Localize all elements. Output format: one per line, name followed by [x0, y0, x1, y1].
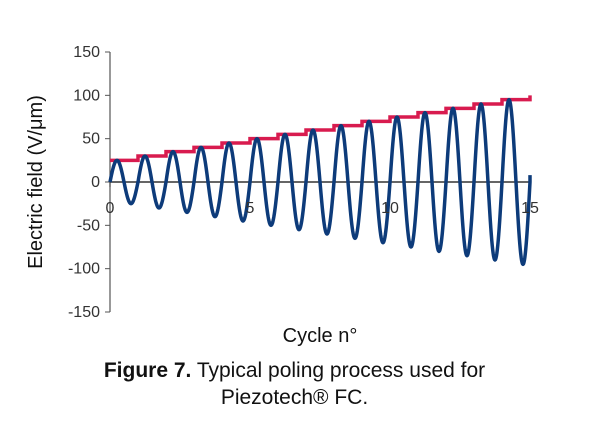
x-axis-title: Cycle n° [283, 325, 358, 347]
y-axis-title: Electric field (V/μm) [25, 95, 47, 269]
caption-label: Figure 7. [103, 359, 192, 382]
y-tick-label: 50 [82, 131, 100, 148]
y-tick-label: 100 [73, 87, 100, 104]
y-tick-label: -50 [77, 217, 100, 234]
x-tick-label: 10 [381, 200, 399, 217]
axes [105, 51, 531, 313]
x-tick-label: 5 [246, 200, 255, 217]
x-tick-label: 15 [521, 200, 539, 217]
series-step-line [110, 95, 532, 163]
x-tick-label: 0 [106, 200, 115, 217]
y-tick-label: -150 [68, 304, 100, 321]
series-oscillation-line [108, 97, 532, 267]
y-tick-label: 150 [73, 44, 100, 61]
caption-text-line2: Piezotech® FC. [220, 386, 369, 409]
series-layer [108, 95, 532, 267]
y-tick-label: 0 [91, 174, 100, 191]
figure-caption: Figure 7. Typical poling process used fo… [0, 357, 589, 411]
caption-text-line1: Typical poling process used for [191, 359, 486, 382]
y-tick-label: -100 [68, 261, 100, 278]
tick-labels: 150 100 50 0 -50 -100 -150 0 5 10 15 [68, 44, 539, 321]
chart: 150 100 50 0 -50 -100 -150 0 5 10 15 Cycle n° Elec… [25, 44, 539, 347]
